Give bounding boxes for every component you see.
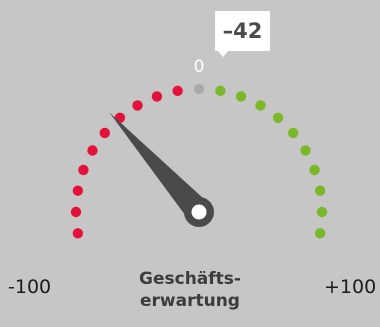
gauge-dot: [314, 228, 326, 239]
gauge-dot: [314, 185, 326, 196]
value-label: –42: [215, 11, 270, 51]
gauge-dot: [193, 83, 205, 95]
gauge-dot: [151, 91, 163, 102]
gauge-needle: [109, 112, 209, 221]
min-tick-label: -100: [8, 276, 52, 298]
gauge-dot: [72, 228, 84, 239]
gauge-dot: [255, 100, 266, 111]
gauge-dot: [300, 145, 311, 156]
gauge-needle-group: [109, 112, 214, 227]
gauge-dot: [87, 145, 98, 156]
value-label-pointer: [217, 50, 229, 57]
gauge-dot: [78, 164, 89, 176]
gauge-title: Geschäfts- erwartung: [130, 268, 250, 312]
gauge-needle-hub-center: [191, 204, 207, 220]
gauge-dot: [309, 164, 320, 176]
gauge-dot: [132, 100, 143, 111]
gauge-dot: [272, 112, 284, 123]
gauge-title-line-2: erwartung: [140, 291, 240, 311]
zero-tick-label: 0: [193, 57, 205, 77]
gauge-title-line-1: Geschäfts-: [139, 269, 241, 289]
gauge-dot: [99, 127, 110, 139]
max-tick-label: +100: [324, 276, 377, 298]
gauge-dot: [72, 185, 84, 196]
gauge-dot: [235, 91, 247, 102]
gauge-dot: [215, 85, 226, 97]
gauge-dot: [172, 85, 183, 97]
gauge-dot: [288, 127, 299, 139]
gauge-dot: [70, 206, 82, 218]
gauge-dot: [316, 206, 328, 218]
